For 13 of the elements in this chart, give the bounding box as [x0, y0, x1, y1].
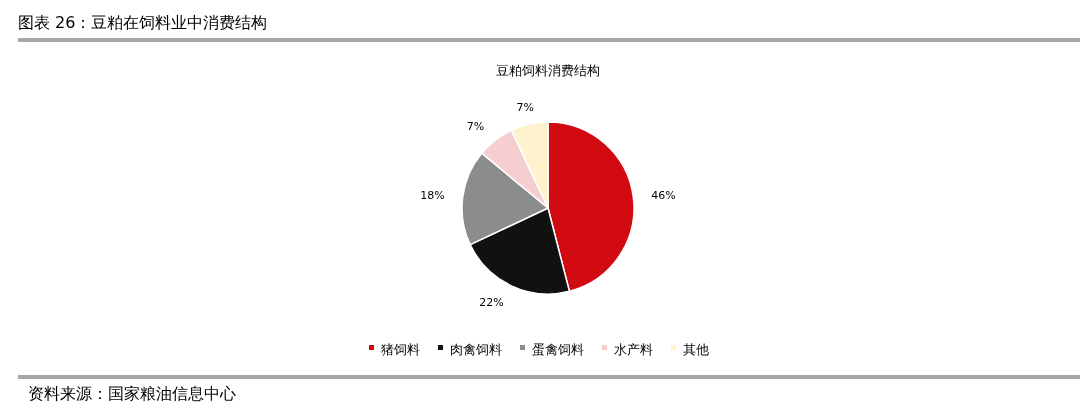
data-label: 22%: [479, 296, 504, 310]
data-label: 46%: [651, 188, 676, 202]
chart-subtitle: 豆粕饲料消费结构: [496, 63, 600, 78]
data-label: 7%: [466, 119, 485, 133]
text: 资料来源：国家粮油信息中心: [28, 384, 236, 403]
data-label: 7%: [516, 100, 535, 114]
data-label: 18%: [420, 188, 445, 202]
legend-label: 肉禽饲料: [450, 342, 502, 357]
legend-label: 蛋禽饲料: [532, 342, 584, 357]
text: 图表 26：豆粕在饲料业中消费结构: [18, 13, 268, 32]
legend-label: 水产料: [614, 342, 653, 357]
legend-label: 猪饲料: [381, 342, 420, 357]
legend-label: 其他: [683, 342, 709, 357]
